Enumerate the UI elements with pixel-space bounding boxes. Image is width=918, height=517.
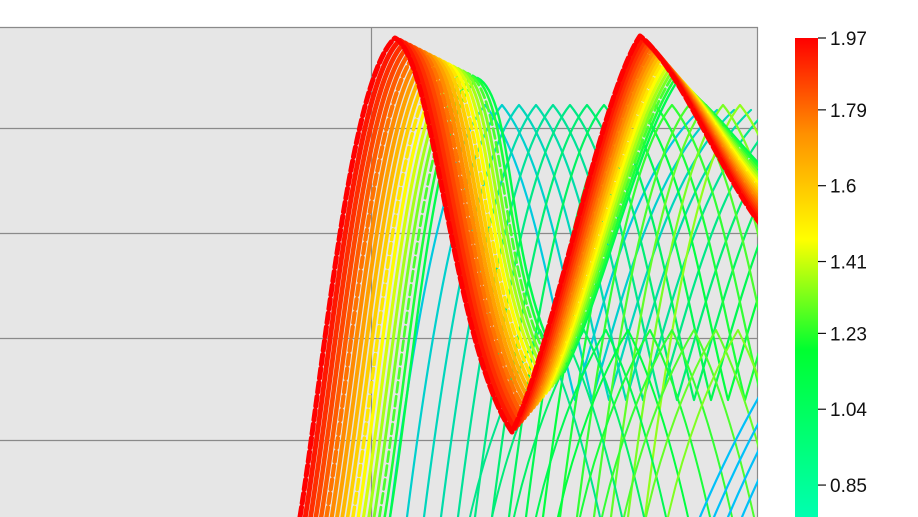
colorbar-tick-label: 0.85 <box>830 476 867 497</box>
trajectory-curve <box>592 103 758 517</box>
trajectory-curve <box>579 329 711 517</box>
colorbar-tick-label: 1.04 <box>830 400 867 421</box>
colorbar-tick-label: 1.97 <box>830 29 867 50</box>
colorbar-tick-label: 1.6 <box>830 177 856 198</box>
trajectory-curve <box>645 329 758 517</box>
trajectory-curve <box>601 329 733 517</box>
trajectory-curve <box>626 103 758 517</box>
colorbar-tick-label: 1.41 <box>830 253 867 274</box>
trajectory-curve <box>740 478 758 517</box>
trajectory-curve <box>667 329 758 517</box>
colorbar-ticks: 1.97 1.79 1.6 1.41 1.23 1.04 0.85 <box>818 29 867 497</box>
colorbar-tick-label: 1.23 <box>830 324 867 345</box>
trajectory-curve <box>623 329 755 517</box>
trajectory-curve <box>557 329 689 517</box>
trajectory-curve <box>698 396 758 517</box>
trajectory-curve <box>297 33 758 517</box>
colorbar: 1.97 1.79 1.6 1.41 1.23 1.04 0.85 <box>795 29 867 517</box>
colorbar-gradient <box>795 38 818 517</box>
trajectory-curve <box>712 421 758 517</box>
trajectory-curves <box>297 33 758 517</box>
trajectory-curve <box>726 449 758 517</box>
colorbar-tick-label: 1.79 <box>830 101 867 122</box>
trajectory-curve <box>575 103 758 517</box>
trajectory-curve <box>535 329 667 517</box>
trajectory-curve <box>643 103 758 517</box>
